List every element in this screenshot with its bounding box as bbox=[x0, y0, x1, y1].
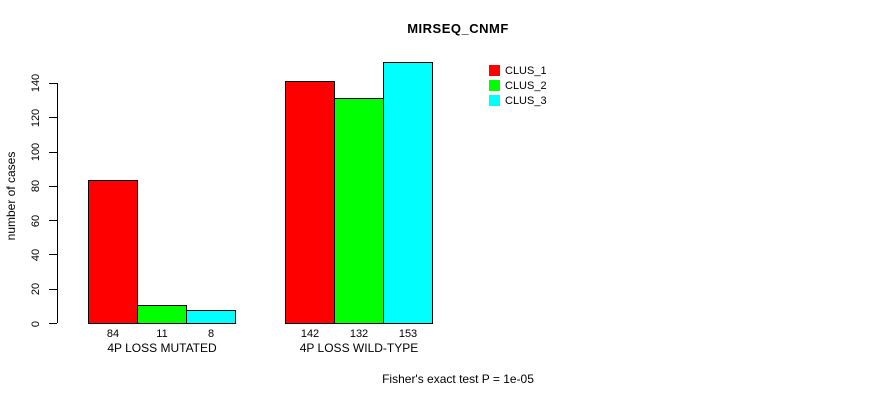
y-axis-line bbox=[57, 83, 58, 324]
bar bbox=[285, 80, 335, 324]
y-tick bbox=[49, 117, 57, 119]
y-tick-label: 20 bbox=[30, 283, 42, 296]
bar-value-label: 153 bbox=[398, 328, 418, 340]
legend: CLUS_1 CLUS_2 CLUS_3 bbox=[489, 63, 547, 108]
y-tick-label: 80 bbox=[30, 180, 42, 193]
bar-value-label: 8 bbox=[207, 328, 215, 340]
y-tick-label: 40 bbox=[30, 248, 42, 262]
chart-title: MIRSEQ_CNMF bbox=[407, 21, 509, 36]
bar bbox=[186, 309, 236, 324]
legend-label: CLUS_2 bbox=[505, 79, 547, 92]
legend-swatch bbox=[489, 65, 500, 76]
y-tick bbox=[49, 82, 57, 84]
y-tick-label: 140 bbox=[30, 74, 42, 93]
bar-value-label: 11 bbox=[156, 328, 168, 340]
legend-swatch bbox=[489, 95, 500, 106]
bar bbox=[137, 304, 187, 324]
y-axis-label: number of cases bbox=[4, 151, 18, 241]
y-tick-label: 100 bbox=[30, 142, 42, 162]
legend-label: CLUS_3 bbox=[505, 94, 547, 107]
legend-label: CLUS_1 bbox=[505, 64, 547, 77]
y-tick bbox=[49, 185, 57, 187]
y-tick bbox=[49, 254, 57, 256]
fisher-test-annotation: Fisher's exact test P = 1e-05 bbox=[382, 372, 534, 386]
y-tick-label: 60 bbox=[30, 214, 42, 227]
bar bbox=[334, 97, 384, 324]
y-tick bbox=[49, 288, 57, 290]
legend-item: CLUS_3 bbox=[489, 93, 547, 108]
bar-value-label: 84 bbox=[106, 328, 120, 340]
bar-value-label: 142 bbox=[300, 328, 320, 340]
group-label: 4P LOSS WILD-TYPE bbox=[299, 341, 419, 355]
y-tick-label: 0 bbox=[30, 320, 42, 327]
bar bbox=[88, 179, 138, 324]
legend-item: CLUS_1 bbox=[489, 63, 547, 78]
y-tick bbox=[49, 151, 57, 153]
group-label: 4P LOSS MUTATED bbox=[107, 341, 217, 355]
y-tick bbox=[49, 323, 57, 324]
y-tick-label: 120 bbox=[30, 108, 42, 127]
y-tick bbox=[49, 220, 57, 222]
bar bbox=[383, 61, 433, 324]
legend-swatch bbox=[489, 80, 500, 91]
legend-item: CLUS_2 bbox=[489, 78, 547, 93]
bar-value-label: 132 bbox=[349, 328, 369, 340]
